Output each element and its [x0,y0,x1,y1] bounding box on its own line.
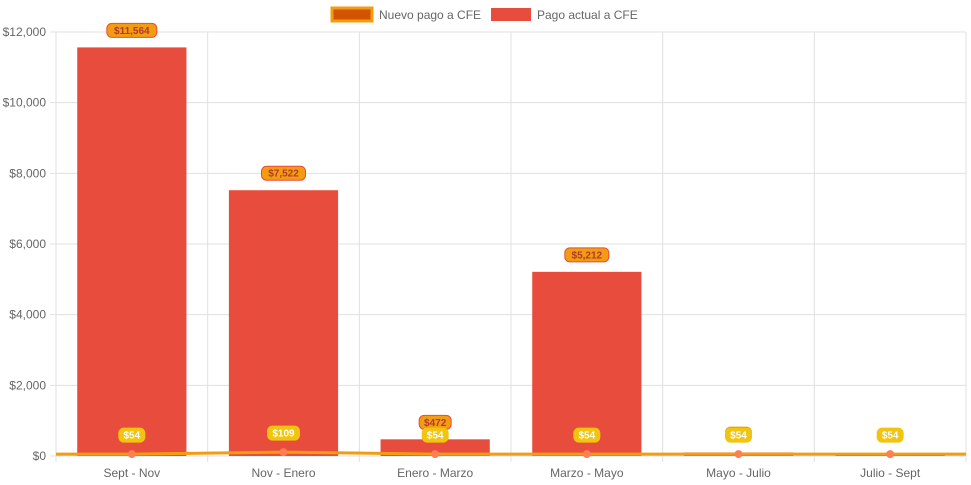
line-value-label-bg [573,427,601,443]
y-tick-label: $12,000 [3,25,47,39]
x-tick-label: Enero - Marzo [397,466,473,480]
x-tick-label: Marzo - Mayo [550,466,624,480]
line-value-label: $54 [427,431,444,442]
line-value-label-bg [725,427,752,443]
line-point [279,448,288,457]
bar [380,439,490,456]
y-tick-label: $10,000 [3,96,47,110]
grid [50,31,967,462]
legend-swatch-actual [491,8,531,21]
x-tick-label: Julio - Sept [860,466,921,480]
legend[interactable]: Nuevo pago a CFE Pago actual a CFE [330,6,638,23]
bar-value-label: $472 [424,418,447,429]
line-value-label-bg [118,427,146,443]
line-value-label-bg [267,425,300,441]
legend-label-actual: Pago actual a CFE [537,8,638,22]
line-series [56,448,966,459]
legend-item-actual[interactable]: Pago actual a CFE [491,8,638,22]
bar-value-label: $7,522 [268,169,299,180]
line-point [127,450,136,459]
line-value-label: $109 [272,429,295,440]
line-value-label: $54 [578,431,595,442]
bar-value-label-bg [106,22,158,38]
y-tick-label: $0 [33,449,47,463]
line-value-label-bg [876,427,904,443]
legend-swatch-nuevo [330,6,374,23]
legend-item-nuevo[interactable]: Nuevo pago a CFE [330,6,481,23]
line-value-label-bg [421,427,449,443]
bar-value-label: $5,212 [572,250,603,261]
bar-value-label: $11,564 [114,26,150,37]
y-axis: $0 $2,000 $4,000 $6,000 $8,000 $10,000 $12,000 [3,25,47,463]
bar-value-label-bg [564,247,610,263]
line-value-label: $54 [882,431,899,442]
line-point [582,450,591,459]
x-tick-label: Nov - Enero [251,466,315,480]
x-axis: Sept - Nov Nov - Enero Enero - Marzo Marzo … [103,466,920,480]
line-value-label: $54 [123,431,140,442]
x-tick-label: Sept - Nov [103,466,160,480]
line-point [734,450,743,459]
line-point [431,450,440,459]
bar-value-label-bg [261,165,306,181]
legend-label-nuevo: Nuevo pago a CFE [379,8,481,22]
y-tick-label: $4,000 [9,308,46,322]
x-tick-label: Mayo - Julio [706,466,771,480]
line-value-label: $54 [730,431,747,442]
bar [532,271,642,456]
y-tick-label: $2,000 [9,378,46,392]
y-tick-label: $8,000 [9,166,46,180]
bar [77,47,187,456]
data-labels: $11,564 $7,522 $472 $5,212 $54 $109 $54 $54 $54 $… [106,22,904,443]
bar-series [77,47,945,457]
y-tick-label: $6,000 [9,237,46,251]
line-path [56,450,966,456]
line-point [886,450,895,459]
bar [228,190,339,457]
